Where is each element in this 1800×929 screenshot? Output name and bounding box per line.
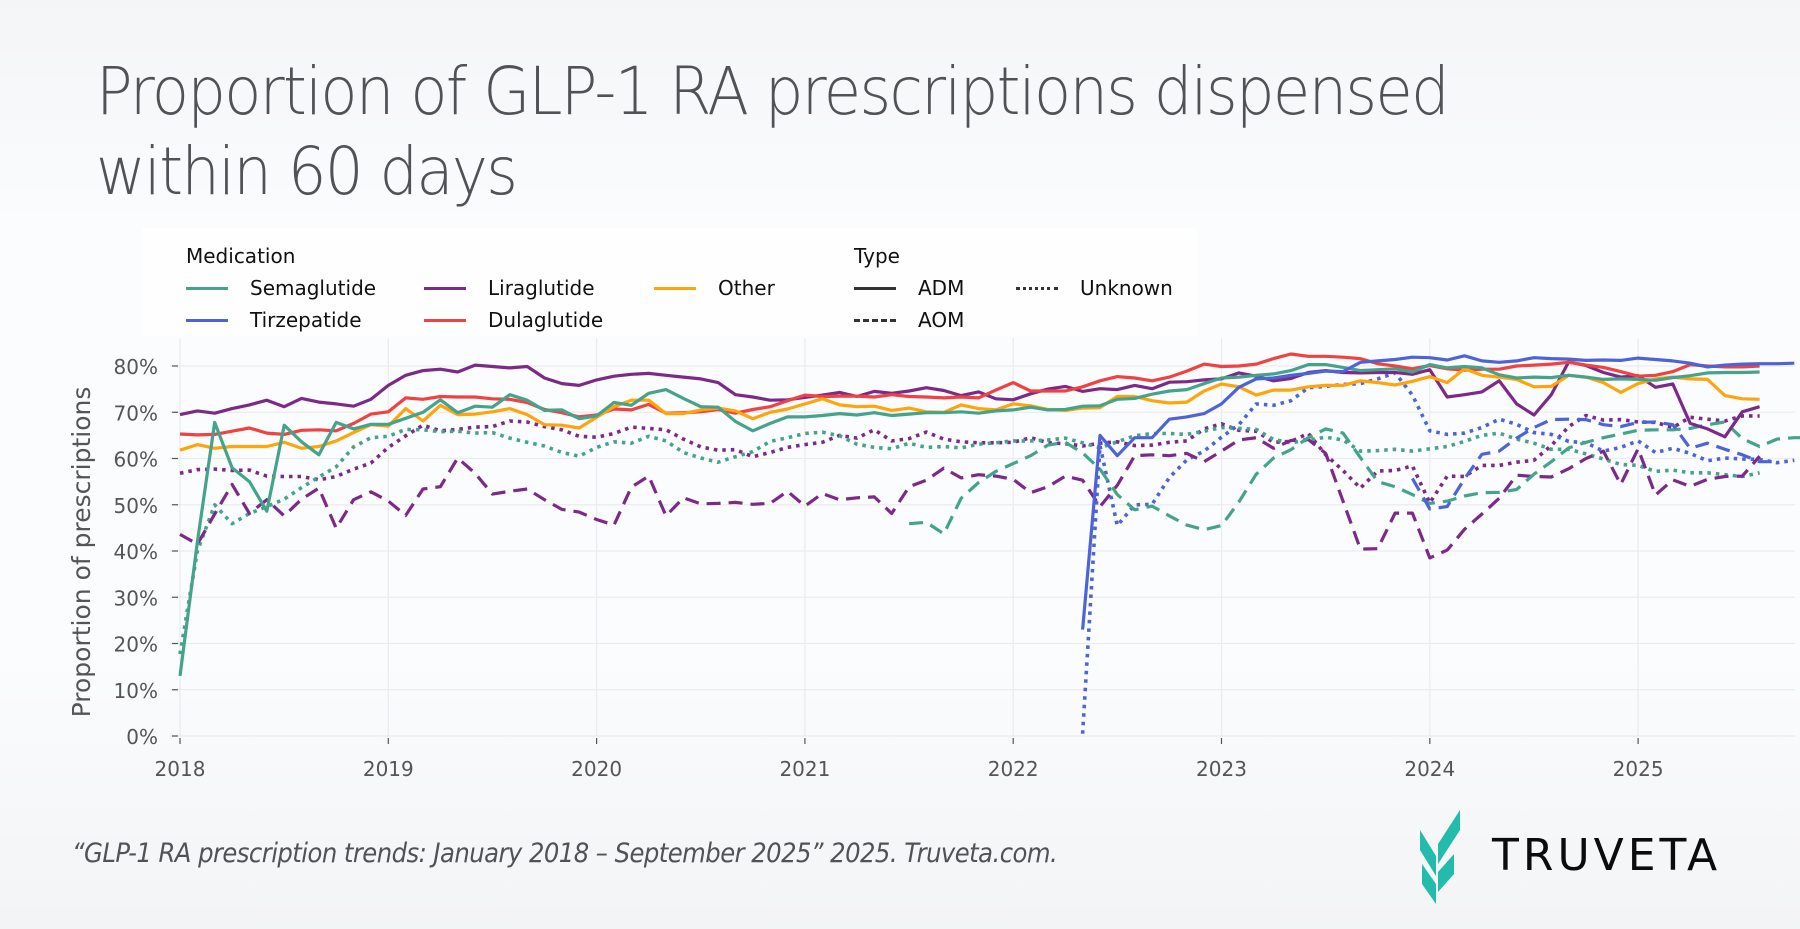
- y-tick-label: 70%: [114, 401, 158, 425]
- series-line-semaglutide-aom: [908, 420, 1800, 536]
- y-tick-label: 60%: [114, 448, 158, 472]
- legend-label: Liraglutide: [488, 276, 595, 300]
- series-line-tirzepatide-unknown: [1080, 371, 1795, 734]
- series-line-liraglutide-adm: [179, 360, 1761, 439]
- y-tick-label: 0%: [126, 725, 158, 749]
- legend-item-semaglutide: Semaglutide: [186, 276, 376, 300]
- x-tick-label: 2024: [1404, 757, 1455, 781]
- y-axis-label: Proportion of prescriptions: [67, 387, 96, 718]
- y-tick-label: 30%: [114, 586, 158, 610]
- x-tick-label: 2018: [155, 757, 206, 781]
- series-line-dulaglutide-adm: [179, 352, 1760, 437]
- legend-swatch-dashed: [854, 318, 896, 322]
- legend-item-aom: AOM: [854, 308, 964, 332]
- chart-title: Proportion of GLP-1 RA prescriptions dis…: [96, 52, 1476, 212]
- legend-item-dulaglutide: Dulaglutide: [424, 308, 603, 332]
- legend-swatch-other: [654, 286, 696, 290]
- truveta-wordmark: TRUVETA: [1492, 830, 1722, 881]
- legend-label: AOM: [918, 308, 965, 332]
- x-tick-label: 2019: [363, 757, 414, 781]
- line-chart: 0%10%20%30%40%50%60%70%80% 2018 2019 2020 2…: [67, 338, 1800, 781]
- legend-type-title: Type: [854, 244, 900, 268]
- x-tick-label: 2023: [1196, 757, 1247, 781]
- legend-swatch-dulaglutide: [424, 318, 466, 322]
- series-line-liraglutide-aom: [179, 436, 1761, 560]
- x-tick-label: 2022: [988, 757, 1039, 781]
- y-axis: 0% 10% 20% 30% 40% 50% 60% 70% 80%: [114, 355, 178, 749]
- legend-item-unknown: Unknown: [1016, 276, 1173, 300]
- legend-label: Semaglutide: [250, 276, 377, 300]
- legend-swatch-solid: [854, 286, 896, 290]
- legend-swatch-tirzepatide: [186, 318, 228, 322]
- chart-title-line2: within 60 days: [96, 133, 518, 210]
- legend-medication-title: Medication: [186, 244, 296, 268]
- legend-label: Tirzepatide: [250, 308, 362, 332]
- truveta-logo[interactable]: TRUVETA: [1418, 808, 1768, 904]
- legend-label: Dulaglutide: [488, 308, 604, 332]
- citation: “GLP-1 RA prescription trends: January 2…: [72, 838, 1058, 869]
- x-tick-label: 2025: [1613, 757, 1664, 781]
- legend-label: Other: [718, 276, 775, 300]
- y-tick-label: 40%: [114, 540, 158, 564]
- legend-swatch-dotted: [1016, 286, 1058, 290]
- legend-item-liraglutide: Liraglutide: [424, 276, 595, 300]
- x-tick-label: 2021: [779, 757, 830, 781]
- legend-swatch-semaglutide: [186, 286, 228, 290]
- series-group: [178, 352, 1800, 734]
- series-line-semaglutide-unknown: [178, 425, 1760, 655]
- legend-item-other: Other: [654, 276, 775, 300]
- series-line-tirzepatide-aom: [1411, 417, 1777, 511]
- series-line-other-adm: [179, 367, 1760, 452]
- series-line-semaglutide-adm: [178, 363, 1760, 677]
- y-tick-label: 50%: [114, 494, 158, 518]
- y-tick-label: 20%: [114, 633, 158, 657]
- chart-title-line1: Proportion of GLP-1 RA prescriptions dis…: [96, 53, 1450, 130]
- y-tick-label: 10%: [114, 679, 158, 703]
- truveta-leaf-icon: [1420, 810, 1460, 904]
- legend-label: ADM: [918, 276, 965, 300]
- legend-label: Unknown: [1080, 276, 1173, 300]
- legend-item-adm: ADM: [854, 276, 964, 300]
- legend-swatch-liraglutide: [424, 286, 466, 290]
- series-line-tirzepatide-adm: [1081, 354, 1795, 630]
- legend-item-tirzepatide: Tirzepatide: [186, 308, 362, 332]
- x-axis: 2018 2019 2020 2021 2022 2023 2024 2025: [155, 738, 1664, 781]
- y-tick-label: 80%: [114, 355, 158, 379]
- legend: Medication Type Semaglutide Tirzepatide …: [142, 228, 1197, 336]
- x-tick-label: 2020: [571, 757, 622, 781]
